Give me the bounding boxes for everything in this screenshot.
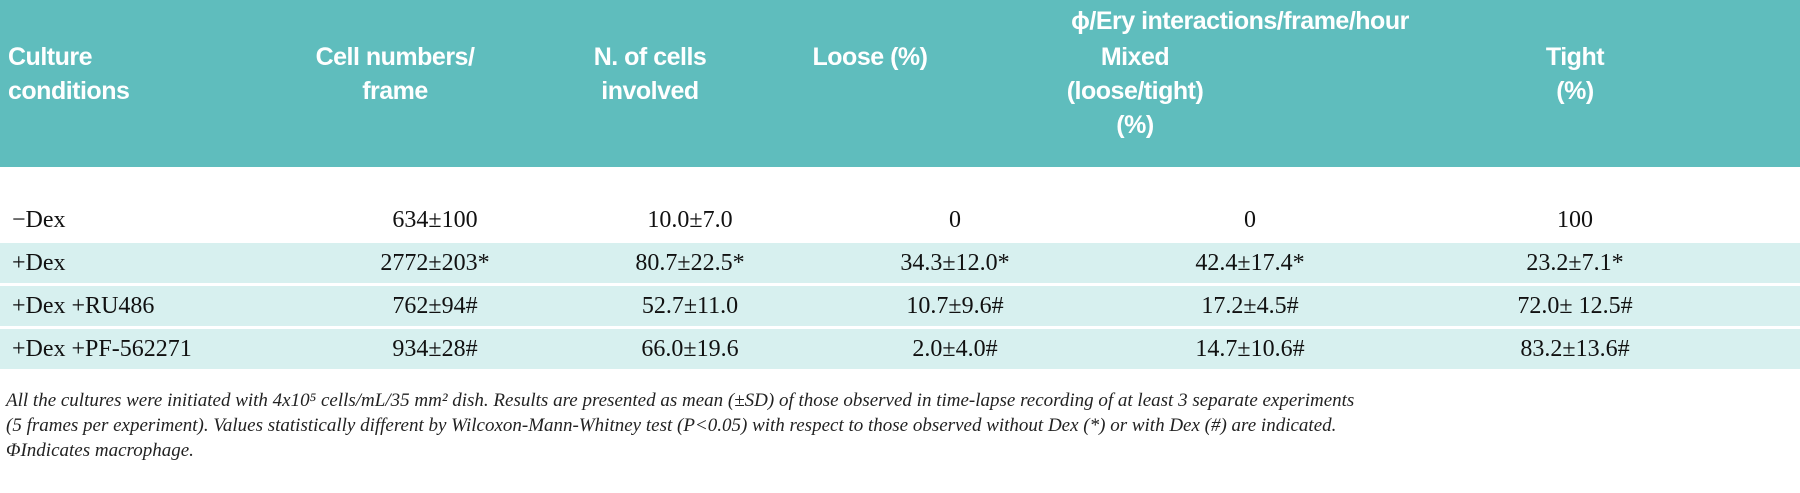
cell-loose: 0 xyxy=(949,207,961,233)
header-loose-text: Loose (%) xyxy=(812,43,928,71)
row-label: −Dex xyxy=(12,207,66,233)
cell-n-cells: 52.7±11.0 xyxy=(641,293,739,319)
cell-n-cells: 10.0±7.0 xyxy=(647,207,733,233)
header-mixed-line1: Mixed xyxy=(1100,43,1170,71)
cell-cell-numbers: 762±94# xyxy=(392,293,478,319)
cell-loose: 2.0±4.0# xyxy=(912,336,998,362)
header-cell-numbers-line2: frame xyxy=(362,77,428,105)
footnote-line: All the cultures were initiated with 4x1… xyxy=(6,390,1355,411)
row-label: +Dex +RU486 xyxy=(12,293,155,319)
header-tight-line2: (%) xyxy=(1556,77,1594,105)
header-n-cells-line1: N. of cells xyxy=(593,43,707,71)
cell-loose: 10.7±9.6# xyxy=(906,293,1004,319)
header-mixed: Mixed (loose/tight) (%) xyxy=(1015,40,1255,142)
cell-tight: 72.0± 12.5# xyxy=(1517,293,1633,319)
cell-n-cells: 80.7±22.5* xyxy=(635,250,745,276)
cell-n-cells: 66.0±19.6 xyxy=(641,336,739,362)
table-header: Culture conditions Cell numbers/ frame N… xyxy=(0,0,1800,167)
header-culture-line1: Culture xyxy=(8,43,93,71)
cell-mixed: 42.4±17.4* xyxy=(1195,250,1305,276)
header-culture-line2: conditions xyxy=(8,77,130,105)
header-cell-numbers: Cell numbers/ frame xyxy=(300,40,490,108)
cell-tight: 23.2±7.1* xyxy=(1526,250,1624,276)
cell-tight: 83.2±13.6# xyxy=(1520,336,1630,362)
table-footnote: All the cultures were initiated with 4x1… xyxy=(6,388,1796,463)
header-loose: Loose (%) xyxy=(760,40,980,74)
cell-mixed: 14.7±10.6# xyxy=(1195,336,1305,362)
cell-cell-numbers: 634±100 xyxy=(392,207,478,233)
row-label: +Dex xyxy=(12,250,66,276)
cell-mixed: 0 xyxy=(1244,207,1256,233)
header-mixed-line3: (%) xyxy=(1116,111,1154,139)
table-row: −Dex 634±100 10.0±7.0 0 0 100 xyxy=(0,200,1800,240)
row-label: +Dex +PF-562271 xyxy=(12,336,192,362)
header-tight: Tight (%) xyxy=(1470,40,1680,108)
cell-tight: 100 xyxy=(1557,207,1593,233)
header-n-cells: N. of cells involved xyxy=(540,40,760,108)
cell-loose: 34.3±12.0* xyxy=(900,250,1010,276)
footnote-line: ΦIndicates macrophage. xyxy=(6,440,194,461)
header-group-title: ϕ/Ery interactions/frame/hour xyxy=(1020,4,1460,38)
header-tight-line1: Tight xyxy=(1545,43,1605,71)
footnote-line: (5 frames per experiment). Values statis… xyxy=(6,415,1337,436)
header-mixed-line2: (loose/tight) xyxy=(1066,77,1204,105)
cell-mixed: 17.2±4.5# xyxy=(1201,293,1299,319)
cell-cell-numbers: 2772±203* xyxy=(380,250,490,276)
header-n-cells-line2: involved xyxy=(601,77,699,105)
header-cell-numbers-line1: Cell numbers/ xyxy=(315,43,475,71)
cell-cell-numbers: 934±28# xyxy=(392,336,478,362)
table-row: +Dex +PF-562271 934±28# 66.0±19.6 2.0±4.… xyxy=(0,329,1800,369)
header-culture-conditions: Culture conditions xyxy=(8,40,130,108)
header-group-title-text: ϕ/Ery interactions/frame/hour xyxy=(1071,7,1409,35)
table-body: −Dex 634±100 10.0±7.0 0 0 100 +Dex 2772±… xyxy=(0,200,1800,369)
table-row: +Dex 2772±203* 80.7±22.5* 34.3±12.0* 42.… xyxy=(0,243,1800,283)
table-row: +Dex +RU486 762±94# 52.7±11.0 10.7±9.6# … xyxy=(0,286,1800,326)
